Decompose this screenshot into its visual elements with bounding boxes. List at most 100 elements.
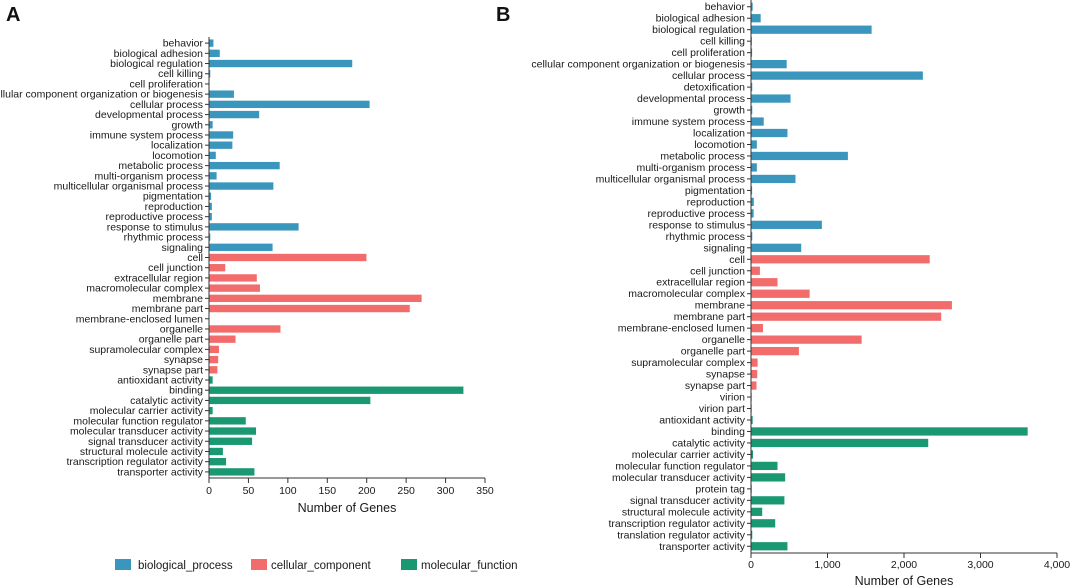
bar-reproductive-process xyxy=(751,209,754,218)
bar-cellular-process xyxy=(209,100,370,109)
bar-developmental-process xyxy=(751,94,791,103)
bar-membrane-enclosed-lumen xyxy=(751,324,763,333)
bar-extracellular-region xyxy=(209,274,257,282)
category-label-biological-regulation: biological regulation xyxy=(110,58,203,70)
bar-organelle-part xyxy=(751,346,799,356)
x-tick-label: 200 xyxy=(358,485,376,497)
category-label-cell: cell xyxy=(187,252,203,264)
category-label-growth: growth xyxy=(171,119,203,131)
category-label-protein-tag: protein tag xyxy=(695,483,745,495)
category-label-membrane-part: membrane part xyxy=(674,311,745,323)
bar-molecular-carrier-activity xyxy=(751,450,754,459)
category-label-cell-junction: cell junction xyxy=(690,265,745,277)
category-label-cellular-component-organization-or-biogenesis: cellular component organization or bioge… xyxy=(531,59,745,71)
category-label-molecular-function-regulator: molecular function regulator xyxy=(73,415,203,427)
bar-metabolic-process xyxy=(209,161,280,170)
x-axis-title: Number of Genes xyxy=(298,501,397,515)
bar-catalytic-activity xyxy=(751,438,929,448)
category-label-transcription-regulator-activity: transcription regulator activity xyxy=(66,456,203,468)
bar-biological-adhesion xyxy=(209,49,220,57)
bar-cell xyxy=(209,253,367,262)
bar-macromolecular-complex xyxy=(751,289,810,298)
category-label-catalytic-activity: catalytic activity xyxy=(130,395,204,407)
x-tick-label: 1,000 xyxy=(814,559,840,571)
bar-pigmentation xyxy=(209,192,212,200)
bar-molecular-transducer-activity xyxy=(209,427,257,435)
category-label-detoxification: detoxification xyxy=(684,82,745,94)
bar-detoxification xyxy=(751,82,753,92)
category-label-behavior: behavior xyxy=(163,38,204,50)
category-label-organelle: organelle xyxy=(702,334,745,346)
category-label-organelle: organelle xyxy=(160,323,203,335)
category-label-macromolecular-complex: macromolecular complex xyxy=(628,288,745,300)
category-label-metabolic-process: metabolic process xyxy=(660,150,745,162)
x-tick-label: 0 xyxy=(748,559,754,571)
bar-biological-regulation xyxy=(751,25,872,34)
category-label-cellular-process: cellular process xyxy=(672,70,745,82)
category-label-virion-part: virion part xyxy=(699,403,745,415)
category-label-synapse-part: synapse part xyxy=(143,364,203,376)
legend-swatch-molecular-function xyxy=(401,559,417,570)
category-label-rhythmic-process: rhythmic process xyxy=(666,231,745,243)
bar-signal-transducer-activity xyxy=(751,496,785,505)
category-label-response-to-stimulus: response to stimulus xyxy=(649,219,745,231)
category-label-transporter-activity: transporter activity xyxy=(659,541,746,553)
legend: biological_process cellular_component mo… xyxy=(115,559,518,572)
bar-supramolecular-complex xyxy=(751,358,758,367)
category-label-developmental-process: developmental process xyxy=(637,93,745,105)
category-label-molecular-function-regulator: molecular function regulator xyxy=(615,460,745,472)
bar-behavior xyxy=(209,39,214,47)
bar-transporter-activity xyxy=(751,542,788,551)
bar-molecular-carrier-activity xyxy=(209,406,213,415)
x-axis-title: Number of Genes xyxy=(855,574,954,588)
category-label-synapse-part: synapse part xyxy=(685,380,745,392)
bar-organelle xyxy=(209,325,281,333)
legend-label-molecular-function: molecular_function xyxy=(421,560,518,572)
bar-signaling xyxy=(209,243,273,251)
bar-signaling xyxy=(751,243,802,252)
x-tick-label: 250 xyxy=(397,485,415,497)
category-label-locomotion: locomotion xyxy=(694,139,745,151)
category-label-biological-regulation: biological regulation xyxy=(652,24,745,36)
bar-biological-regulation xyxy=(209,59,353,68)
bar-membrane xyxy=(209,294,422,303)
category-label-antioxidant-activity: antioxidant activity xyxy=(659,414,746,426)
bar-immune-system-process xyxy=(209,131,234,139)
bar-synapse xyxy=(209,355,219,364)
x-tick-label: 4,000 xyxy=(1044,559,1070,571)
bar-catalytic-activity xyxy=(209,396,371,405)
category-label-immune-system-process: immune system process xyxy=(90,129,203,141)
bar-growth xyxy=(751,105,753,115)
bar-multi-organism-process xyxy=(751,163,757,172)
category-label-extracellular-region: extracellular region xyxy=(656,277,745,289)
panel-letter-a: A xyxy=(6,4,20,26)
x-tick-label: 350 xyxy=(476,485,494,497)
category-label-molecular-transducer-activity: molecular transducer activity xyxy=(70,426,204,438)
bar-synapse xyxy=(751,369,758,379)
category-label-macromolecular-complex: macromolecular complex xyxy=(86,283,203,295)
bar-membrane-part xyxy=(751,312,942,321)
category-label-binding: binding xyxy=(711,426,745,438)
category-label-multi-organism-process: multi-organism process xyxy=(636,162,745,174)
category-label-membrane: membrane xyxy=(153,293,203,305)
category-label-multi-organism-process: multi-organism process xyxy=(94,170,203,182)
bar-transporter-activity xyxy=(209,468,255,476)
panel-letter-b: B xyxy=(496,4,510,26)
category-label-cellular-component-organization-or-biogenesis: cellular component organization or bioge… xyxy=(0,89,203,101)
category-label-transporter-activity: transporter activity xyxy=(117,466,204,478)
category-label-reproduction: reproduction xyxy=(145,201,204,213)
bar-locomotion xyxy=(751,140,757,149)
category-label-structural-molecule-activity: structural molecule activity xyxy=(622,506,746,518)
legend-swatch-cellular-component xyxy=(251,559,267,570)
bar-structural-molecule-activity xyxy=(751,507,763,516)
bar-antioxidant-activity xyxy=(209,376,213,384)
category-label-supramolecular-complex: supramolecular complex xyxy=(631,357,746,369)
category-label-membrane-enclosed-lumen: membrane-enclosed lumen xyxy=(618,323,745,335)
x-tick-label: 150 xyxy=(319,485,337,497)
bar-reproductive-process xyxy=(209,212,212,221)
bar-multicellular-organismal-process xyxy=(209,182,274,190)
bar-biological-adhesion xyxy=(751,14,761,23)
bar-structural-molecule-activity xyxy=(209,447,223,456)
legend-swatch-biological-process xyxy=(115,559,131,570)
bar-molecular-function-regulator xyxy=(751,461,778,471)
